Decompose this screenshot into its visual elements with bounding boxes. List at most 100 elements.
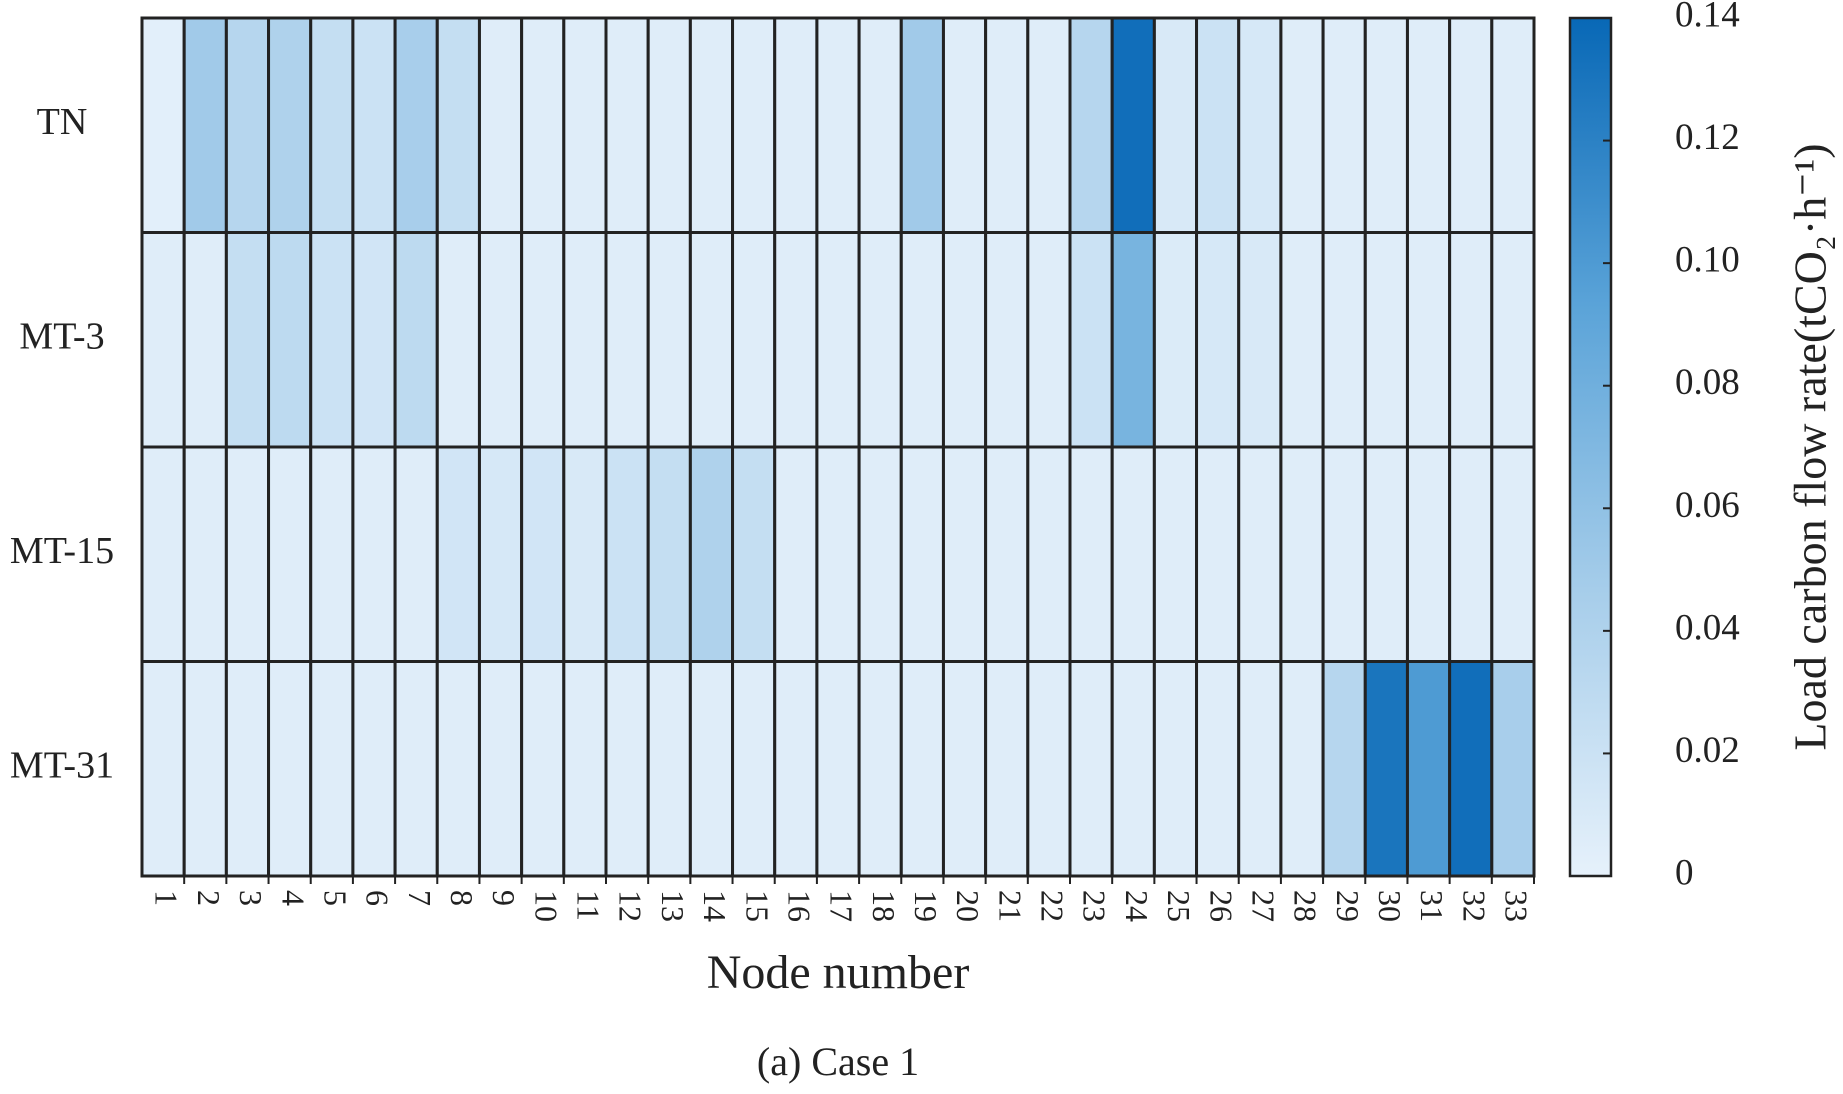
x-tick-label: 17 [824,890,860,922]
heat-cell [1068,16,1114,234]
heat-cell [984,16,1030,234]
heat-cell [1152,16,1199,234]
heat-cell [267,16,313,234]
heat-cell [604,16,650,234]
x-axis-label: Node number [707,946,970,999]
heat-cell [941,231,988,449]
heat-cell [224,445,271,663]
heat-cell [351,231,397,449]
heat-cell [941,660,988,878]
heat-cell [477,16,524,234]
heat-cell [1237,231,1283,449]
heat-cell [941,445,988,663]
heat-cell [1152,231,1199,449]
heat-cell [1026,16,1072,234]
x-tick-label: 9 [486,890,522,906]
y-tick-label: MT-3 [19,315,104,357]
heat-cell [309,660,355,878]
x-tick-label: 16 [781,890,817,922]
heat-cell [1279,660,1325,878]
heat-cell [815,445,861,663]
heat-cell [351,16,397,234]
heat-cell [1195,445,1241,663]
heat-cell [1490,16,1536,234]
heat-cell [773,16,819,234]
heat-cell [1068,231,1114,449]
x-tick-label: 25 [1161,890,1197,922]
heat-cell [1110,660,1156,878]
heat-cell [1195,231,1241,449]
heat-cell [393,445,439,663]
heat-cell [435,445,481,663]
heat-cell [646,445,692,663]
heat-cell [435,16,481,234]
heat-cell [224,16,271,234]
heat-cell [688,231,735,449]
x-tick-label: 1 [149,890,185,906]
heat-cell [1279,231,1325,449]
x-tick-label: 14 [697,890,733,922]
x-tick-label: 2 [191,890,227,906]
x-tick-label: 30 [1372,890,1408,922]
x-tick-label: 29 [1330,890,1366,922]
heat-cell [731,445,777,663]
heat-cell [1405,231,1452,449]
colorbar-tick-label: 0.02 [1675,730,1740,771]
heat-cell [815,660,861,878]
x-tick-label: 15 [739,890,775,922]
x-tick-label: 13 [655,890,691,922]
colorbar-tick-label: 0.06 [1675,485,1740,526]
heat-cell [815,231,861,449]
heat-cell [1237,445,1283,663]
heat-cell [1448,660,1494,878]
x-tick-label: 24 [1119,890,1155,922]
heat-cell [224,231,271,449]
heat-cell [1363,445,1409,663]
heat-cell [1448,445,1494,663]
heat-cell [1321,231,1367,449]
heat-cell [140,660,186,878]
heat-cell [1152,445,1199,663]
heat-cell [520,16,566,234]
heat-cell [1405,16,1452,234]
heat-cell [688,445,735,663]
heat-cell [984,445,1030,663]
heat-cell [562,445,608,663]
x-tick-label: 12 [613,890,649,922]
heat-cell [604,445,650,663]
heat-cell [773,231,819,449]
heat-cell [1195,16,1241,234]
x-tick-label: 26 [1203,890,1239,922]
heat-cell [393,231,439,449]
heat-cell [1363,16,1409,234]
x-tick-label: 19 [908,890,944,922]
heat-cell [1321,660,1367,878]
x-tick-label: 33 [1499,890,1535,922]
heat-cell [477,445,524,663]
heat-cell [1110,231,1156,449]
heat-cell [351,660,397,878]
y-tick-label: TN [37,101,88,143]
x-tick-label: 31 [1414,890,1450,922]
heat-cell [435,231,481,449]
colorbar [1568,16,1613,878]
heat-cell [309,445,355,663]
heat-cell [1279,445,1325,663]
heat-cell [562,660,608,878]
x-tick-label: 7 [402,890,438,906]
x-tick-label: 8 [444,890,480,906]
x-tick-label: 6 [360,890,396,906]
heat-cell [140,231,186,449]
heat-cell [1026,660,1072,878]
heat-cell [182,445,228,663]
x-tick-label: 18 [866,890,902,922]
heat-cell [477,660,524,878]
colorbar-tick-label: 0 [1675,852,1694,893]
heat-cell [267,445,313,663]
heat-cell [815,16,861,234]
heat-cell [393,660,439,878]
heat-cell [393,16,439,234]
heat-cell [1026,445,1072,663]
x-tick-label: 21 [992,890,1028,922]
